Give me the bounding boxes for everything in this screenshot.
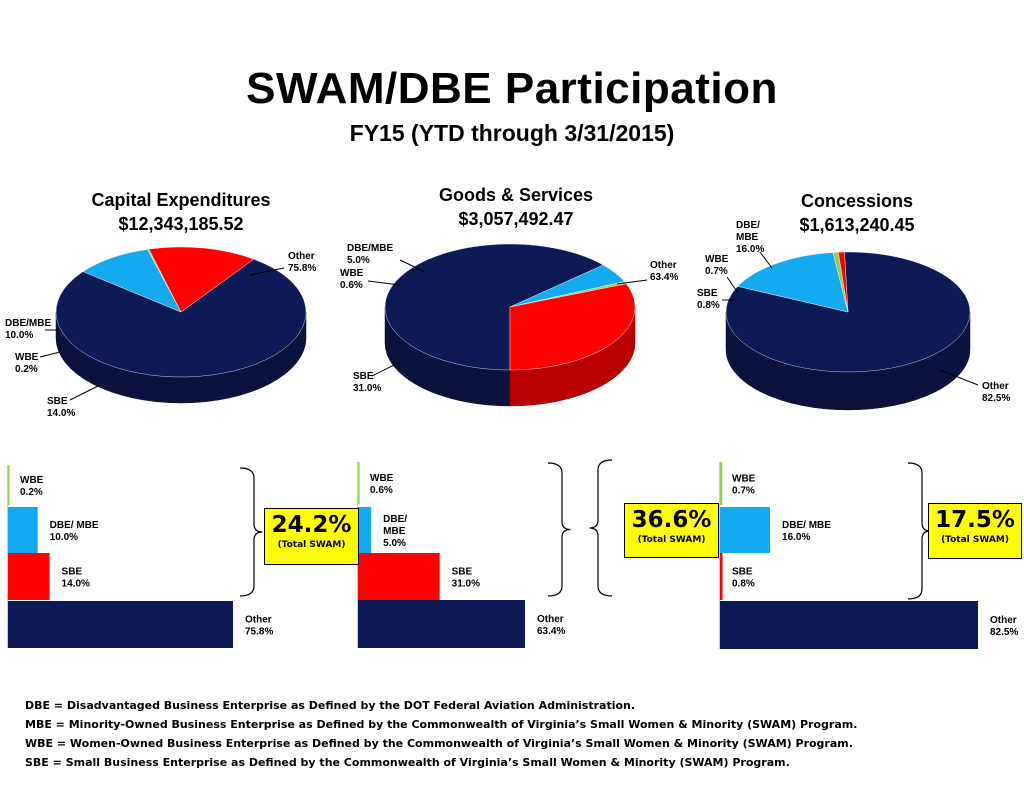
bar-wbe	[358, 462, 360, 504]
bar-other	[358, 600, 525, 648]
footnote-sbe: SBE = Small Business Enterprise as Defin…	[25, 756, 790, 769]
total-swam-caption: (Total SWAM)	[637, 535, 706, 545]
bar-label-sbe: SBE 14.0%	[62, 567, 90, 590]
bar-label-wbe: WBE 0.7%	[732, 474, 756, 497]
pie-slice-sbe	[148, 246, 255, 313]
bar-wbe	[720, 462, 723, 505]
page-title: SWAM/DBE Participation	[246, 64, 778, 113]
leader-line	[759, 251, 773, 269]
leader-line	[726, 276, 739, 294]
pie-label-other: Other 82.5%	[982, 381, 1010, 404]
pie-slice-dbe-mbe	[737, 252, 849, 313]
bar-chart-2: WBE 0.6% DBE/MBE 5.0% SBE 31.0% Other 63.4%	[357, 462, 565, 648]
pie-chart-3: Concessions $1,613,240.45 Other 82.5% DBE/MB…	[697, 191, 1010, 411]
brace-bracket	[547, 462, 571, 597]
pie-label-wbe: WBE 0.7%	[705, 254, 729, 277]
total-swam-caption: (Total SWAM)	[941, 535, 1009, 545]
brace-bracket	[239, 467, 263, 597]
bar-label-other: Other 75.8%	[245, 615, 273, 638]
bar-label-dbe-mbe: DBE/ MBE 16.0%	[782, 520, 831, 543]
pie-label-sbe: SBE 0.8%	[697, 288, 720, 311]
total-swam-value: 36.6%	[631, 507, 712, 533]
bar-sbe	[8, 553, 50, 600]
total-swam-box: 24.2% (Total SWAM)	[264, 508, 359, 565]
bar-label-dbe-mbe: DBE/ MBE 10.0%	[50, 520, 99, 543]
pie-amount: $12,343,185.52	[118, 214, 243, 234]
pie-amount: $1,613,240.45	[799, 215, 914, 235]
leader-line	[616, 279, 648, 285]
pie-label-dbe-mbe: DBE/MBE 16.0%	[736, 220, 764, 255]
pie-slice-dbe-mbe	[82, 249, 182, 313]
pie-slice-sbe	[838, 251, 849, 313]
leader-line	[69, 384, 101, 401]
pie-title: Concessions	[801, 191, 913, 211]
pie-label-sbe: SBE 14.0%	[47, 396, 75, 419]
bar-wbe	[8, 465, 10, 505]
bar-other	[720, 601, 978, 649]
total-swam-box: 17.5% (Total SWAM)	[928, 503, 1022, 559]
pie-label-other: Other 75.8%	[288, 251, 316, 274]
pie-title: Goods & Services	[439, 185, 593, 205]
pie-slice-sbe	[509, 283, 636, 371]
leader-line	[371, 361, 401, 377]
total-swam-caption: (Total SWAM)	[277, 540, 346, 550]
pie-slice-other	[55, 258, 307, 378]
pie-amount: $3,057,492.47	[458, 209, 573, 229]
pie-label-sbe: SBE 31.0%	[353, 371, 381, 394]
bar-chart-1: WBE 0.2% DBE/ MBE 10.0% SBE 14.0% Other 75.8%	[7, 465, 273, 648]
pie-label-dbe-mbe: DBE/MBE 10.0%	[5, 318, 51, 341]
total-swam-value: 24.2%	[271, 512, 352, 538]
bar-dbe-mbe	[8, 507, 38, 553]
page-subtitle: FY15 (YTD through 3/31/2015)	[349, 120, 675, 146]
swam-charts: Capital Expenditures $12,343,185.52 Other 7…	[5, 185, 1018, 649]
pie-label-other: Other 63.4%	[650, 260, 678, 283]
bar-label-other: Other 63.4%	[537, 614, 565, 637]
pie-slice-other	[384, 243, 604, 371]
footnote-mbe: MBE = Minority-Owned Business Enterprise…	[25, 718, 858, 731]
bar-label-wbe: WBE 0.2%	[20, 475, 44, 498]
bar-other	[8, 601, 233, 648]
bar-label-sbe: SBE 31.0%	[452, 567, 480, 590]
pie-chart-2: Goods & Services $3,057,492.47 Other 63.4% D…	[340, 185, 678, 407]
bar-chart-3: WBE 0.7% DBE/ MBE 16.0% SBE 0.8% Other 82.5%	[719, 462, 1018, 649]
bar-label-other: Other 82.5%	[990, 615, 1018, 638]
bar-sbe	[358, 553, 440, 600]
bar-label-dbe-mbe: DBE/MBE 5.0%	[383, 514, 407, 549]
pie-title: Capital Expenditures	[91, 190, 270, 210]
pie-chart-1: Capital Expenditures $12,343,185.52 Other 7…	[5, 190, 316, 419]
leader-line	[367, 280, 401, 286]
bar-label-sbe: SBE 0.8%	[732, 567, 755, 590]
brace-bracket	[589, 459, 613, 597]
leader-line	[249, 267, 285, 276]
bar-sbe	[720, 553, 723, 600]
total-swam-box: 36.6% (Total SWAM)	[624, 503, 719, 558]
bar-dbe-mbe	[358, 507, 372, 553]
total-swam-value: 17.5%	[935, 507, 1015, 533]
bar-dbe-mbe	[720, 507, 771, 553]
bar-label-wbe: WBE 0.6%	[370, 473, 394, 496]
leader-line	[399, 259, 426, 273]
pie-label-wbe: WBE 0.2%	[15, 352, 39, 375]
pie-label-wbe: WBE 0.6%	[340, 268, 364, 291]
footnotes: DBE = Disadvantaged Business Enterprise …	[25, 696, 857, 772]
footnote-wbe: WBE = Women-Owned Business Enterprise as…	[25, 737, 853, 750]
leader-line	[39, 351, 61, 358]
pie-label-dbe-mbe: DBE/MBE 5.0%	[347, 243, 393, 266]
leader-line	[939, 369, 979, 386]
footnote-dbe: DBE = Disadvantaged Business Enterprise …	[25, 699, 636, 712]
